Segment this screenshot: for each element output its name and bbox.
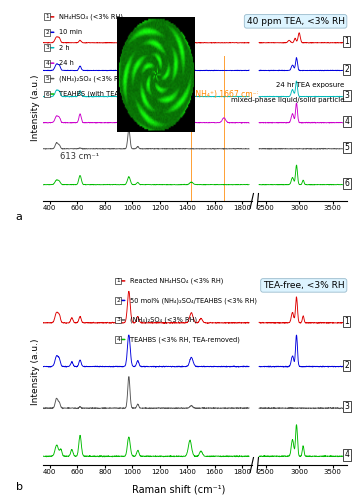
- Text: 24 hr TEA exposure: 24 hr TEA exposure: [276, 82, 344, 88]
- Text: 4: 4: [345, 450, 349, 460]
- Text: 4: 4: [116, 337, 120, 342]
- Text: 2: 2: [45, 30, 49, 35]
- Text: 3: 3: [45, 45, 49, 50]
- Text: 3: 3: [345, 402, 349, 411]
- Y-axis label: Intensity (a.u.): Intensity (a.u.): [31, 339, 40, 406]
- Text: 2: 2: [345, 360, 349, 370]
- Text: 1: 1: [116, 278, 120, 283]
- Text: 4: 4: [45, 60, 49, 66]
- Text: 3: 3: [116, 318, 120, 322]
- Text: 5: 5: [45, 76, 49, 81]
- Text: Reacted NH₄HSO₄ (<3% RH): Reacted NH₄HSO₄ (<3% RH): [130, 278, 223, 284]
- Text: TEAHBS (<3% RH, TEA-removed): TEAHBS (<3% RH, TEA-removed): [130, 336, 240, 342]
- Text: 5: 5: [345, 144, 349, 152]
- Text: 3: 3: [345, 91, 349, 100]
- Text: TEAHBS (with TEA): TEAHBS (with TEA): [59, 91, 121, 98]
- Text: NH₄HSO₄ (<3% RH): NH₄HSO₄ (<3% RH): [59, 14, 123, 20]
- Text: b: b: [16, 482, 23, 492]
- Text: TEA-free, <3% RH: TEA-free, <3% RH: [263, 281, 344, 290]
- Text: 4: 4: [345, 117, 349, 126]
- Text: 10 min: 10 min: [59, 30, 82, 36]
- Text: 6: 6: [45, 92, 49, 96]
- Text: 2 h: 2 h: [59, 44, 69, 51]
- Text: Raman shift (cm⁻¹): Raman shift (cm⁻¹): [132, 485, 226, 495]
- Text: 1: 1: [45, 14, 49, 20]
- Text: 6: 6: [345, 179, 349, 188]
- Text: 50 mol% (NH₄)₂SO₄/TEAHBS (<3% RH): 50 mol% (NH₄)₂SO₄/TEAHBS (<3% RH): [130, 297, 257, 304]
- Text: mixed-phase liquid/solid particle: mixed-phase liquid/solid particle: [231, 97, 344, 103]
- Text: 24 h: 24 h: [59, 60, 73, 66]
- Text: 40 ppm TEA, <3% RH: 40 ppm TEA, <3% RH: [247, 17, 344, 26]
- Text: (NH₄)₂SO₄ (<3% RH): (NH₄)₂SO₄ (<3% RH): [59, 76, 126, 82]
- Text: 613 cm⁻¹: 613 cm⁻¹: [59, 152, 99, 161]
- Text: a: a: [16, 212, 23, 222]
- Text: ν(NH₄⁺) 1667 cm⁻¹: ν(NH₄⁺) 1667 cm⁻¹: [188, 90, 260, 99]
- Text: 1: 1: [345, 317, 349, 326]
- Text: 2: 2: [116, 298, 120, 303]
- Text: 2: 2: [345, 65, 349, 74]
- Text: (NH₄)₂SO₄ (<3% RH): (NH₄)₂SO₄ (<3% RH): [130, 316, 197, 323]
- Text: 1: 1: [345, 38, 349, 46]
- Y-axis label: Intensity (a.u.): Intensity (a.u.): [31, 74, 40, 141]
